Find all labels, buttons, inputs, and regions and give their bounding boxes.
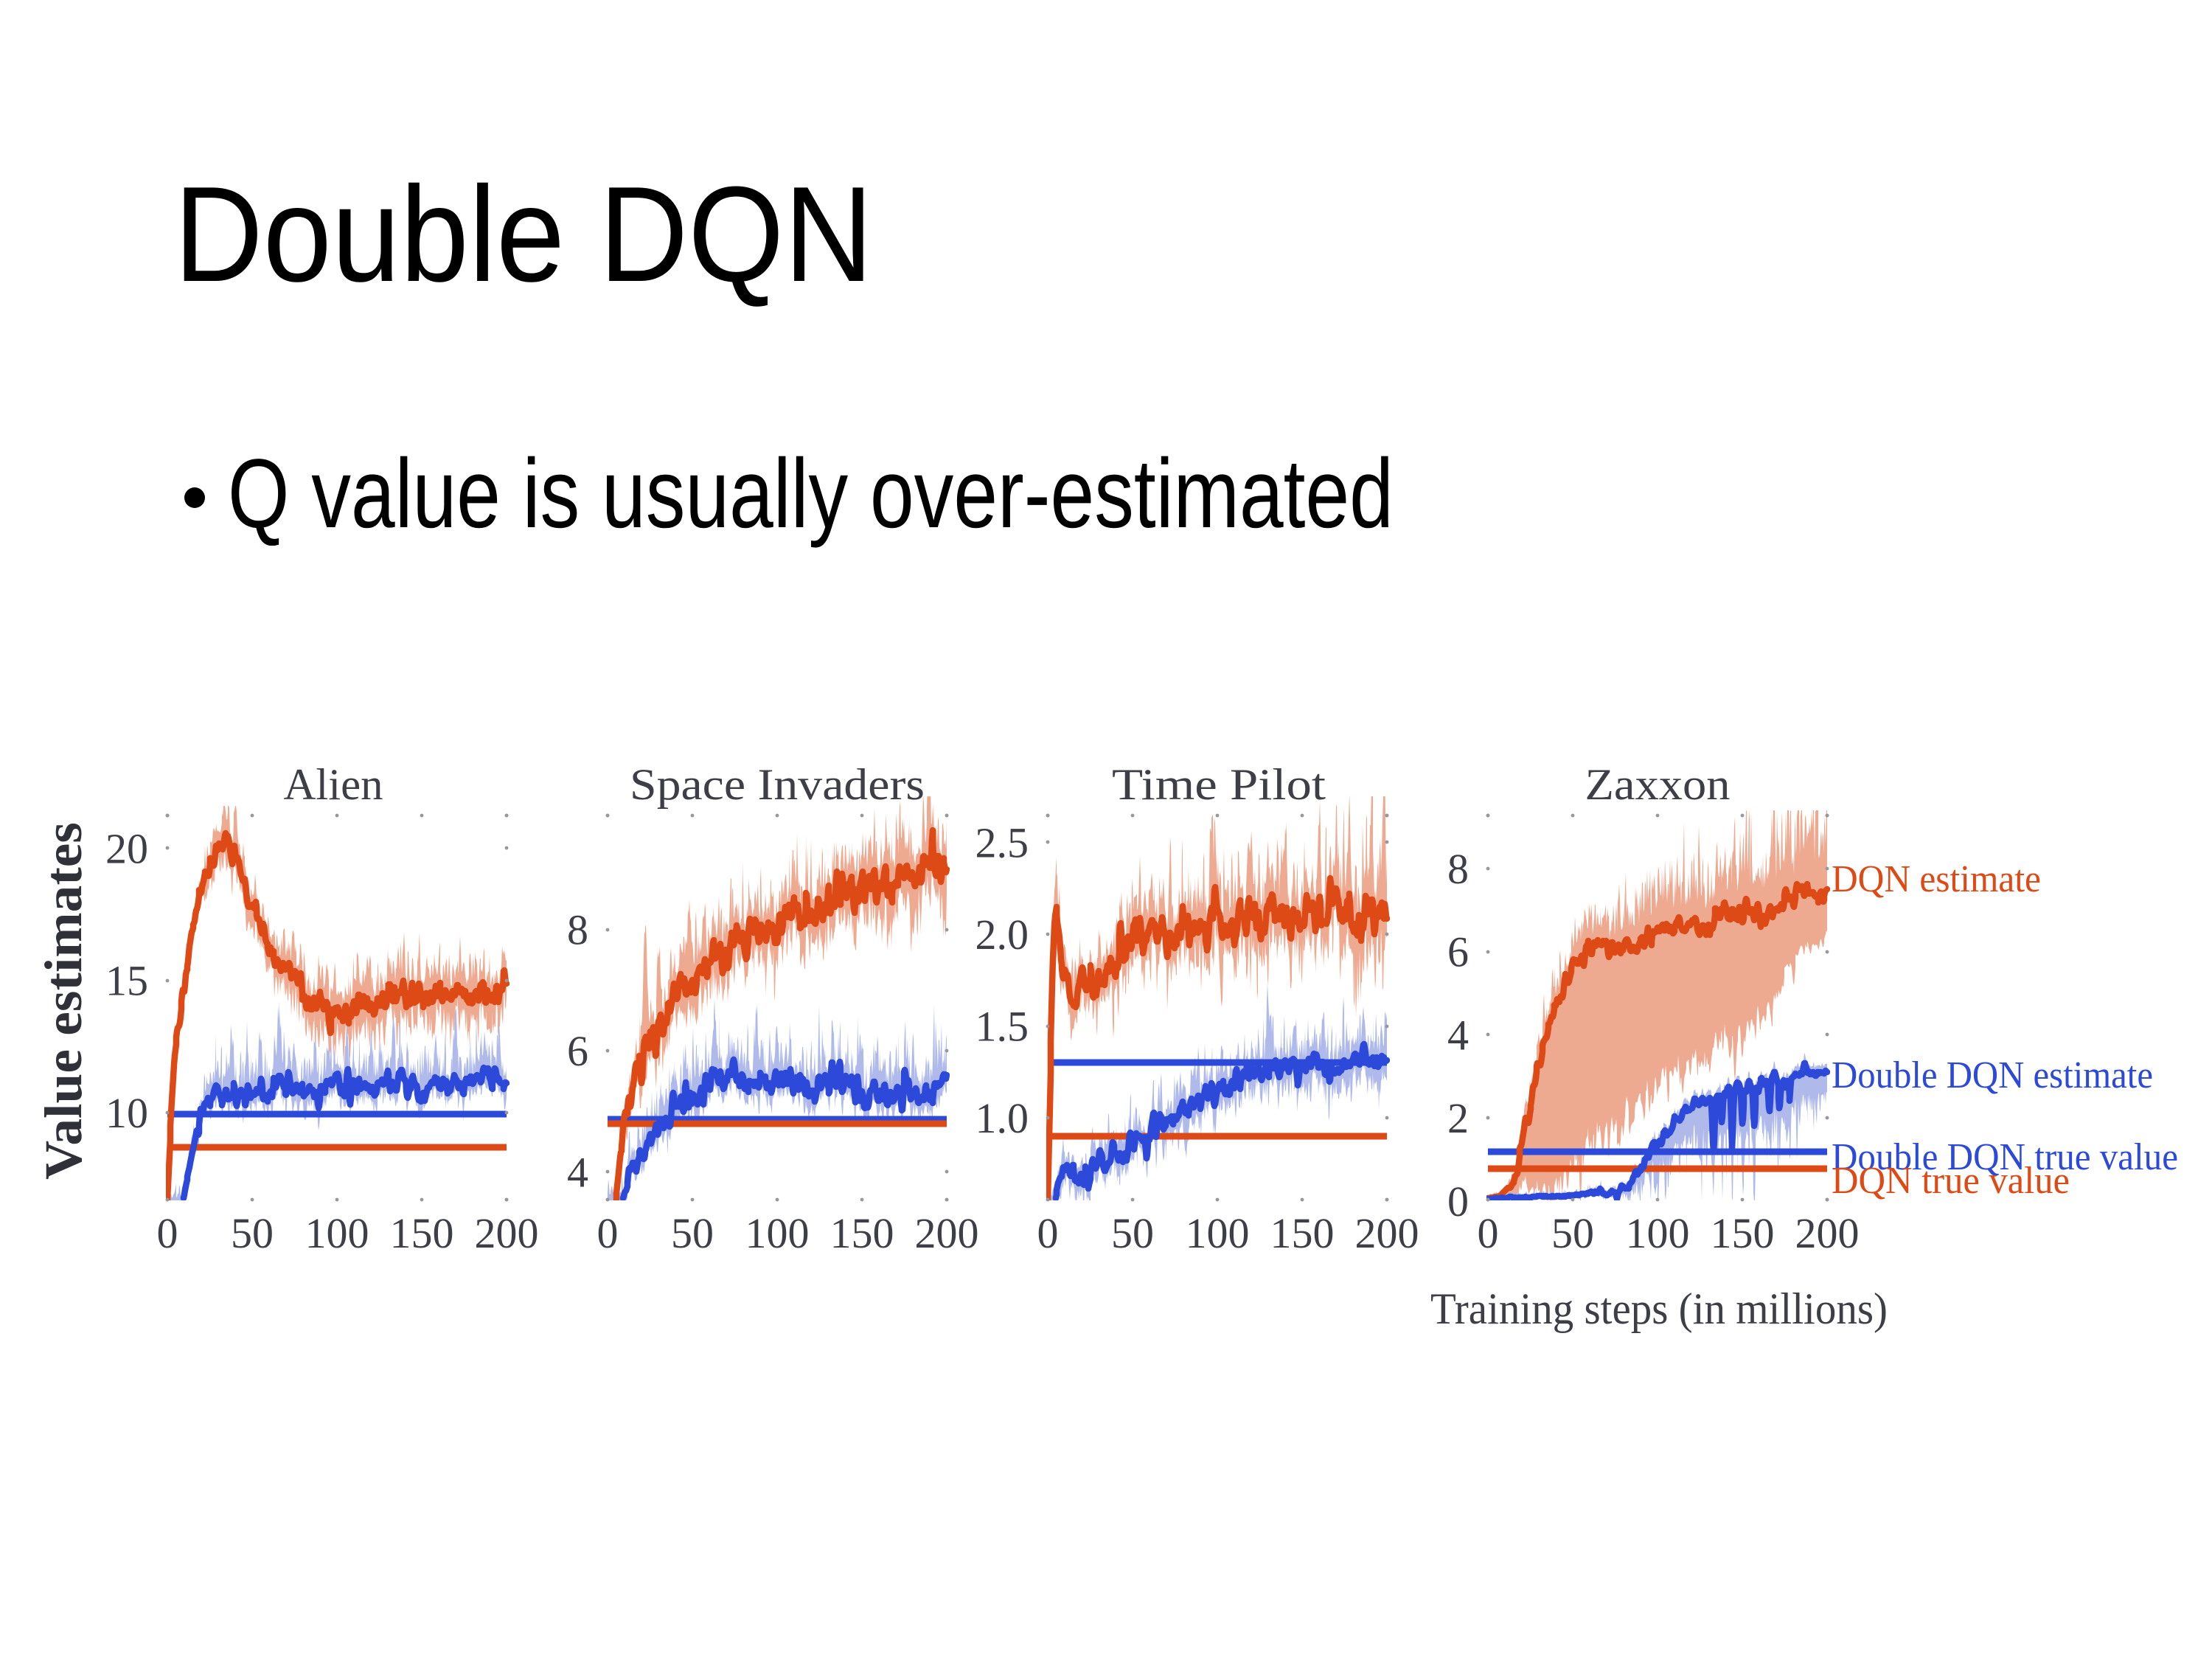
svg-text:150: 150: [1711, 1209, 1775, 1257]
svg-text:4: 4: [1447, 1011, 1469, 1059]
svg-text:2: 2: [1447, 1094, 1469, 1142]
svg-text:DQN estimate: DQN estimate: [1832, 858, 2041, 900]
svg-text:150: 150: [1270, 1209, 1335, 1257]
svg-text:DQN true value: DQN true value: [1832, 1160, 2070, 1202]
svg-text:200: 200: [1355, 1209, 1419, 1257]
svg-text:200: 200: [1795, 1209, 1860, 1257]
svg-text:2.0: 2.0: [975, 911, 1029, 959]
svg-text:15: 15: [105, 957, 148, 1005]
svg-text:50: 50: [671, 1209, 714, 1257]
svg-text:0: 0: [157, 1209, 178, 1257]
svg-text:0: 0: [1447, 1178, 1469, 1225]
svg-text:100: 100: [745, 1209, 810, 1257]
svg-text:Time Pilot: Time Pilot: [1112, 760, 1326, 809]
svg-text:2.5: 2.5: [975, 819, 1029, 867]
svg-text:150: 150: [830, 1209, 894, 1257]
svg-text:1.0: 1.0: [975, 1094, 1029, 1142]
svg-text:Space Invaders: Space Invaders: [630, 760, 925, 809]
svg-text:1.5: 1.5: [975, 1003, 1029, 1051]
svg-text:100: 100: [1186, 1209, 1250, 1257]
svg-text:Double DQN true value: Double DQN true value: [1832, 1136, 2178, 1178]
svg-text:Double DQN estimate: Double DQN estimate: [1832, 1054, 2153, 1096]
svg-text:50: 50: [1111, 1209, 1154, 1257]
svg-text:Value estimates: Value estimates: [34, 822, 93, 1180]
svg-text:8: 8: [567, 906, 588, 954]
svg-text:0: 0: [1037, 1209, 1059, 1257]
svg-text:200: 200: [475, 1209, 539, 1257]
svg-text:100: 100: [305, 1209, 369, 1257]
svg-text:50: 50: [1551, 1209, 1594, 1257]
svg-text:Alien: Alien: [284, 760, 383, 809]
svg-text:Zaxxon: Zaxxon: [1585, 760, 1731, 809]
svg-text:10: 10: [105, 1089, 148, 1137]
svg-text:Training steps (in millions): Training steps (in millions): [1430, 1284, 1888, 1333]
svg-text:50: 50: [231, 1209, 274, 1257]
svg-text:6: 6: [1447, 928, 1469, 976]
svg-text:6: 6: [567, 1027, 588, 1075]
svg-text:20: 20: [105, 824, 148, 872]
svg-text:100: 100: [1626, 1209, 1690, 1257]
svg-text:200: 200: [915, 1209, 979, 1257]
svg-text:0: 0: [1478, 1209, 1499, 1257]
svg-text:0: 0: [597, 1209, 619, 1257]
svg-text:4: 4: [567, 1148, 588, 1196]
svg-text:8: 8: [1447, 845, 1469, 893]
svg-text:150: 150: [390, 1209, 454, 1257]
